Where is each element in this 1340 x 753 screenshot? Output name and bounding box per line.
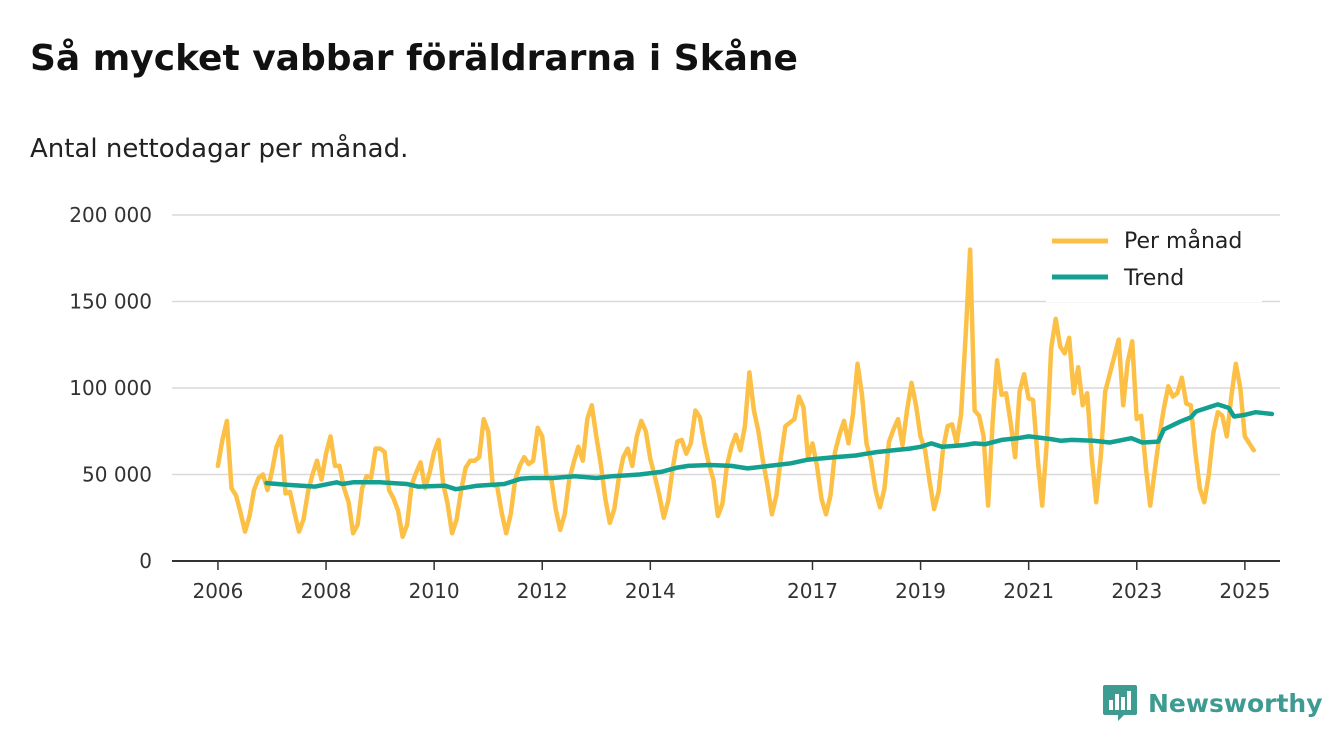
y-axis-ticks: 0 50 000 100 000 150 000 200 000 [69,203,152,573]
series-lines [215,247,1275,540]
x-tick-label: 2010 [409,579,460,603]
x-tick-label: 2008 [301,579,352,603]
series-line-per-manad [215,247,1257,540]
x-tick-label: 2006 [192,579,243,603]
legend-label-per-manad: Per månad [1124,228,1242,254]
legend: Per månad Trend [1046,222,1262,302]
newsworthy-logo-icon [1103,685,1137,721]
x-tick-label: 2021 [1003,579,1054,603]
x-tick-label: 2017 [787,579,838,603]
x-tick-label: 2025 [1219,579,1270,603]
x-tick-label: 2014 [625,579,676,603]
legend-background [1046,222,1262,302]
y-tick-label: 100 000 [69,376,152,400]
x-tick-label: 2012 [517,579,568,603]
x-tick-label: 2019 [895,579,946,603]
chart-subtitle: Antal nettodagar per månad. [30,134,409,164]
y-tick-label: 200 000 [69,203,152,227]
series-line-trend [264,402,1275,492]
y-tick-label: 0 [139,549,152,573]
y-tick-label: 150 000 [69,290,152,314]
y-tick-label: 50 000 [82,463,152,487]
brand-name: Newsworthy [1148,688,1323,718]
legend-label-trend: Trend [1123,266,1184,291]
x-tick-label: 2023 [1111,579,1162,603]
chart-title: Så mycket vabbar föräldrarna i Skåne [30,38,798,79]
x-axis-ticks: 2006 2008 2010 2012 2014 2017 2019 2021 2023 2025 [192,561,1270,603]
newsworthy-brand: Newsworthy [1102,683,1323,723]
